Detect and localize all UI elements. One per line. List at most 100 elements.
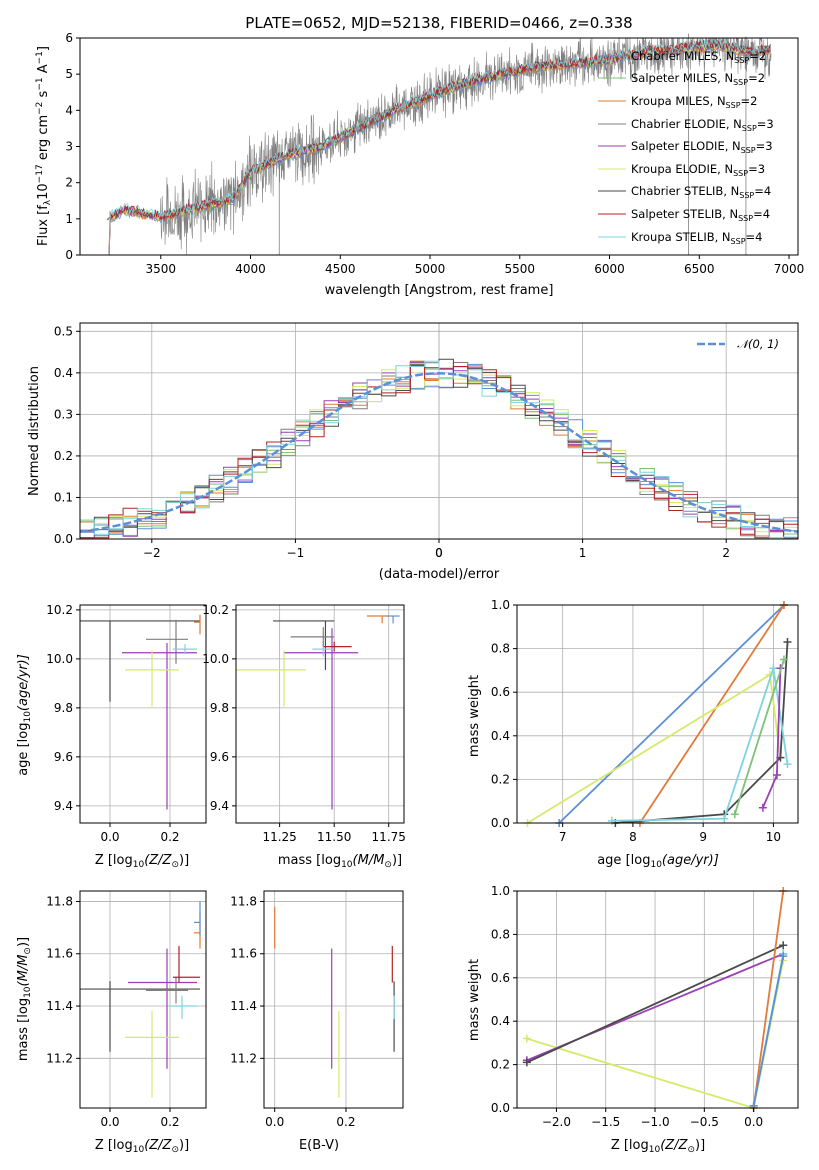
mass-vs-EBV-panel: 0.0 0.2 11.2 11.4 11.6 11.8 [230,890,404,1129]
weight-line [752,955,785,1106]
x-tick-label: −1.5 [591,1115,620,1129]
mw-age-ylabel: mass weight [467,675,482,757]
legend-entry-kroupa-miles: Kroupa MILES, NSSP=2 [598,94,757,110]
panel-frame [516,890,799,1109]
x-tick-label: 11.50 [317,830,351,844]
weight-line [733,659,785,815]
x-tick-label: 5500 [505,262,536,276]
y-tick-label: 9.6 [210,750,229,764]
legend-label: Chabrier STELIB, NSSP=4 [631,184,771,200]
x-tick-label: 4500 [325,262,356,276]
y-tick-label: 11.8 [230,894,257,908]
y-tick-label: 10.0 [46,652,73,666]
spectrum-data-line [106,37,772,256]
y-tick-label: 0.0 [54,532,73,546]
legend-label-normal: 𝒩(0, 1) [737,337,779,351]
x-tick-label: 0 [435,546,443,560]
y-tick-label: 0 [65,248,73,262]
histogram-step-line [80,360,798,539]
histogram-grid [80,323,798,540]
weight-marker [783,760,792,769]
y-tick-label: 10.2 [202,603,229,617]
spectrum-legend: Chabrier MILES, NSSP=2 Salpeter MILES, N… [598,49,774,246]
panel-background [80,605,206,823]
panel-frame [79,604,207,824]
y-tick-label: 11.4 [46,999,73,1013]
y-tick-label: 9.8 [210,701,229,715]
mw-z-xlabel: Z [log10(Z/Z⊙)] [611,1138,705,1155]
legend-entry-chabrier-miles: Chabrier MILES, NSSP=2 [598,49,766,65]
x-tick-label: 1 [579,546,587,560]
weight-marker [783,638,792,647]
spectrum-frame [79,37,799,256]
legend-label: Kroupa ELODIE, NSSP=3 [631,162,765,178]
mw-age-xlabel: age [log10(age/yr)] [597,853,719,870]
mw-z-ylabel: mass weight [467,959,482,1041]
panel-frame [79,890,207,1109]
legend-entry-kroupa-elodie: Kroupa ELODIE, NSSP=3 [598,162,765,178]
legend-label: Chabrier MILES, NSSP=2 [631,49,766,65]
x-tick-label: 5000 [415,262,446,276]
x-tick-label: 6500 [684,262,715,276]
y-tick-label: 4 [65,103,73,117]
legend-label: Chabrier ELODIE, NSSP=3 [631,117,774,133]
spectrum-traces [106,33,772,256]
histogram-ylabel: Normed distribution [27,366,42,496]
x-tick-label: 8 [629,830,637,844]
histogram-panel: −2 −1 0 1 200.00.10.20.30.40.5 (data-model)/… [27,322,799,582]
legend-entry-chabrier-stelib: Chabrier STELIB, NSSP=4 [598,184,771,200]
x-tick-label: 2 [722,546,730,560]
age-vs-Z-panel: 0.0 0.2 9.4 9.6 9.8 10.0 10.2 [46,603,207,844]
x-tick-label: 9 [699,830,707,844]
x-tick-label: 3500 [146,262,177,276]
weight-marker [522,1058,531,1067]
y-tick-label: 1.0 [491,884,510,898]
y-tick-label: 11.8 [46,894,73,908]
y-tick-label: 0.1 [54,490,73,504]
y-tick-label: 11.6 [230,947,257,961]
x-tick-label: 0.0 [744,1115,763,1129]
parameter-panels: 0.0 0.2 9.4 9.6 9.8 10.0 10.2 11.25 11.50 11.75 9.… [46,598,799,1129]
x-tick-label: 7 [559,830,567,844]
weight-marker [779,655,788,664]
weight-marker [758,803,767,812]
y-tick-label: 0.2 [491,1058,510,1072]
y-tick-label: 10.2 [46,603,73,617]
y-tick-label: 0.8 [491,927,510,941]
y-tick-label: 9.8 [54,701,73,715]
mass-weight-vs-age-panel: 7 8 9 10 0.0 0.2 0.4 0.6 0.8 1.0 [491,598,799,844]
legend-entry-salpeter-miles: Salpeter MILES, NSSP=2 [598,71,765,87]
weight-marker [772,771,781,780]
weight-marker [769,664,778,673]
weight-marker [779,941,788,950]
x-tick-label: −0.5 [690,1115,719,1129]
age-z-xlabel: Z [log10(Z/Z⊙)] [95,853,189,870]
y-tick-label: 10.0 [202,652,229,666]
histogram-ticks: −2 −1 0 1 200.00.10.20.30.40.5 [54,324,730,560]
panel-background [517,891,798,1108]
x-tick-label: 0.2 [160,830,179,844]
weight-marker [522,1034,531,1043]
legend-label: Salpeter MILES, NSSP=2 [631,71,765,87]
legend-entry-kroupa-stelib: Kroupa STELIB, NSSP=4 [598,230,762,246]
legend-label: Kroupa MILES, NSSP=2 [631,94,757,110]
weight-line [558,604,785,824]
x-tick-label: 6000 [594,262,625,276]
weight-marker [720,814,729,823]
histogram-xlabel: (data-model)/error [379,567,500,582]
y-tick-label: 9.4 [210,799,229,813]
x-tick-label: −2.0 [542,1115,571,1129]
y-tick-label: 0.2 [491,772,510,786]
x-tick-label: −1.0 [640,1115,669,1129]
legend-label: Salpeter STELIB, NSSP=4 [631,207,770,223]
spectrum-model-line [106,38,771,256]
weight-line [611,667,789,822]
y-tick-label: 0.5 [54,324,73,338]
x-tick-label: 4000 [235,262,266,276]
y-tick-label: 0.3 [54,407,73,421]
age-vs-mass-panel: 11.25 11.50 11.75 9.4 9.6 9.8 10.0 10.2 [202,603,406,844]
y-tick-label: 3 [65,140,73,154]
y-tick-label: 0.8 [491,642,510,656]
y-tick-label: 0.4 [491,1014,510,1028]
x-tick-label: 7000 [774,262,805,276]
